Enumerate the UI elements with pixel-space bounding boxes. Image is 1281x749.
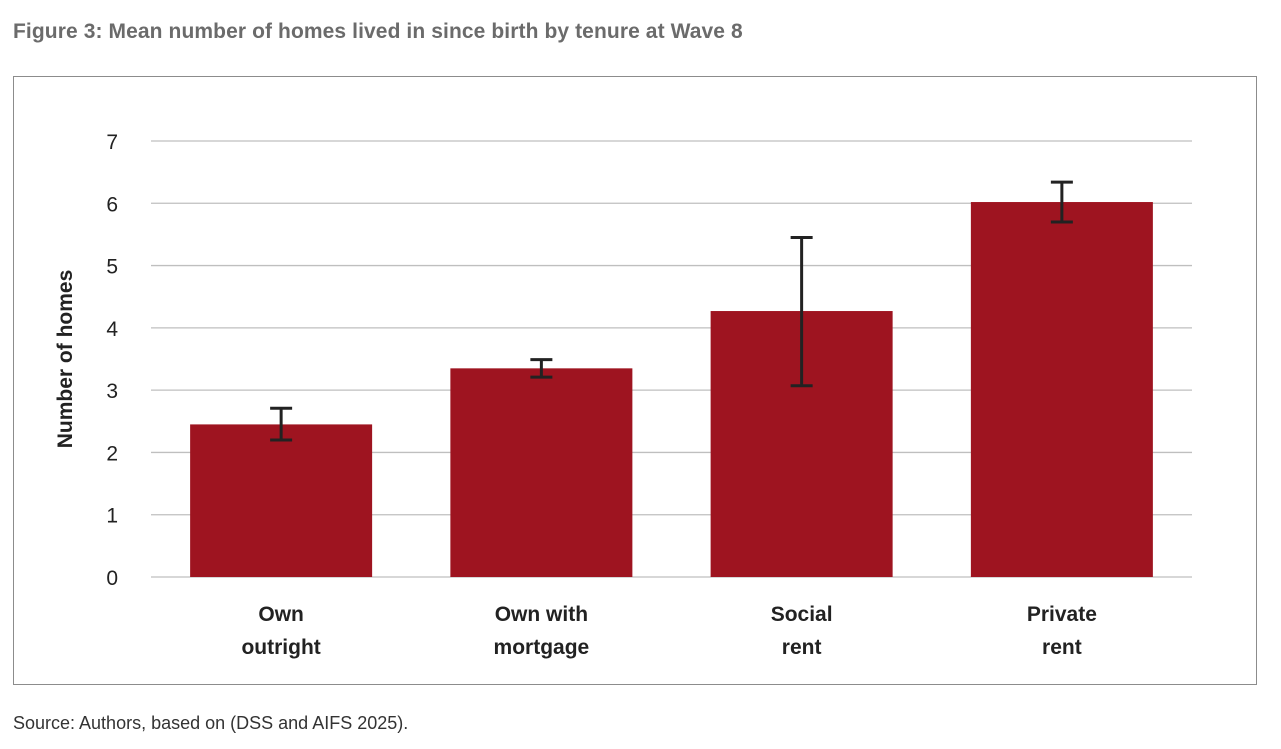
bar-chart: 0 1 2 3 4 5 6 7 Own outright Own with mortgage Soci…	[54, 131, 1192, 659]
y-axis-title: Number of homes	[54, 270, 77, 449]
y-tick-labels: 0 1 2 3 4 5 6 7	[106, 131, 118, 590]
source-note: Source: Authors, based on (DSS and AIFS …	[13, 713, 409, 733]
x-category-label: rent	[782, 636, 822, 659]
y-tick-label: 6	[106, 193, 118, 216]
x-category-labels: Own outright Own with mortgage Social rent Pri…	[241, 603, 1096, 659]
bar	[190, 424, 373, 577]
bar	[970, 202, 1153, 577]
x-category-label: outright	[241, 636, 320, 659]
chart-frame: 0 1 2 3 4 5 6 7 Own outright Own with mortgage Soci…	[13, 76, 1257, 685]
x-category-label: Private	[1027, 603, 1097, 626]
x-category-label: mortgage	[494, 636, 590, 659]
error-bar	[270, 406, 293, 442]
y-tick-label: 7	[106, 131, 118, 154]
y-tick-label: 3	[106, 380, 118, 403]
bars	[190, 202, 1153, 577]
figure-title: Figure 3: Mean number of homes lived in …	[13, 20, 743, 43]
y-tick-label: 5	[106, 256, 118, 279]
bar	[450, 368, 633, 577]
y-tick-label: 4	[106, 318, 118, 341]
x-category-label: rent	[1042, 636, 1082, 659]
y-tick-label: 2	[106, 442, 118, 465]
error-bars	[270, 180, 1073, 442]
y-tick-label: 0	[106, 567, 118, 590]
x-category-label: Own with	[495, 603, 588, 626]
y-tick-label: 1	[106, 505, 118, 528]
error-bar	[530, 358, 553, 379]
x-category-label: Own	[258, 603, 304, 626]
error-bar	[1050, 180, 1073, 224]
x-category-label: Social	[771, 603, 833, 626]
error-bar	[790, 236, 813, 388]
